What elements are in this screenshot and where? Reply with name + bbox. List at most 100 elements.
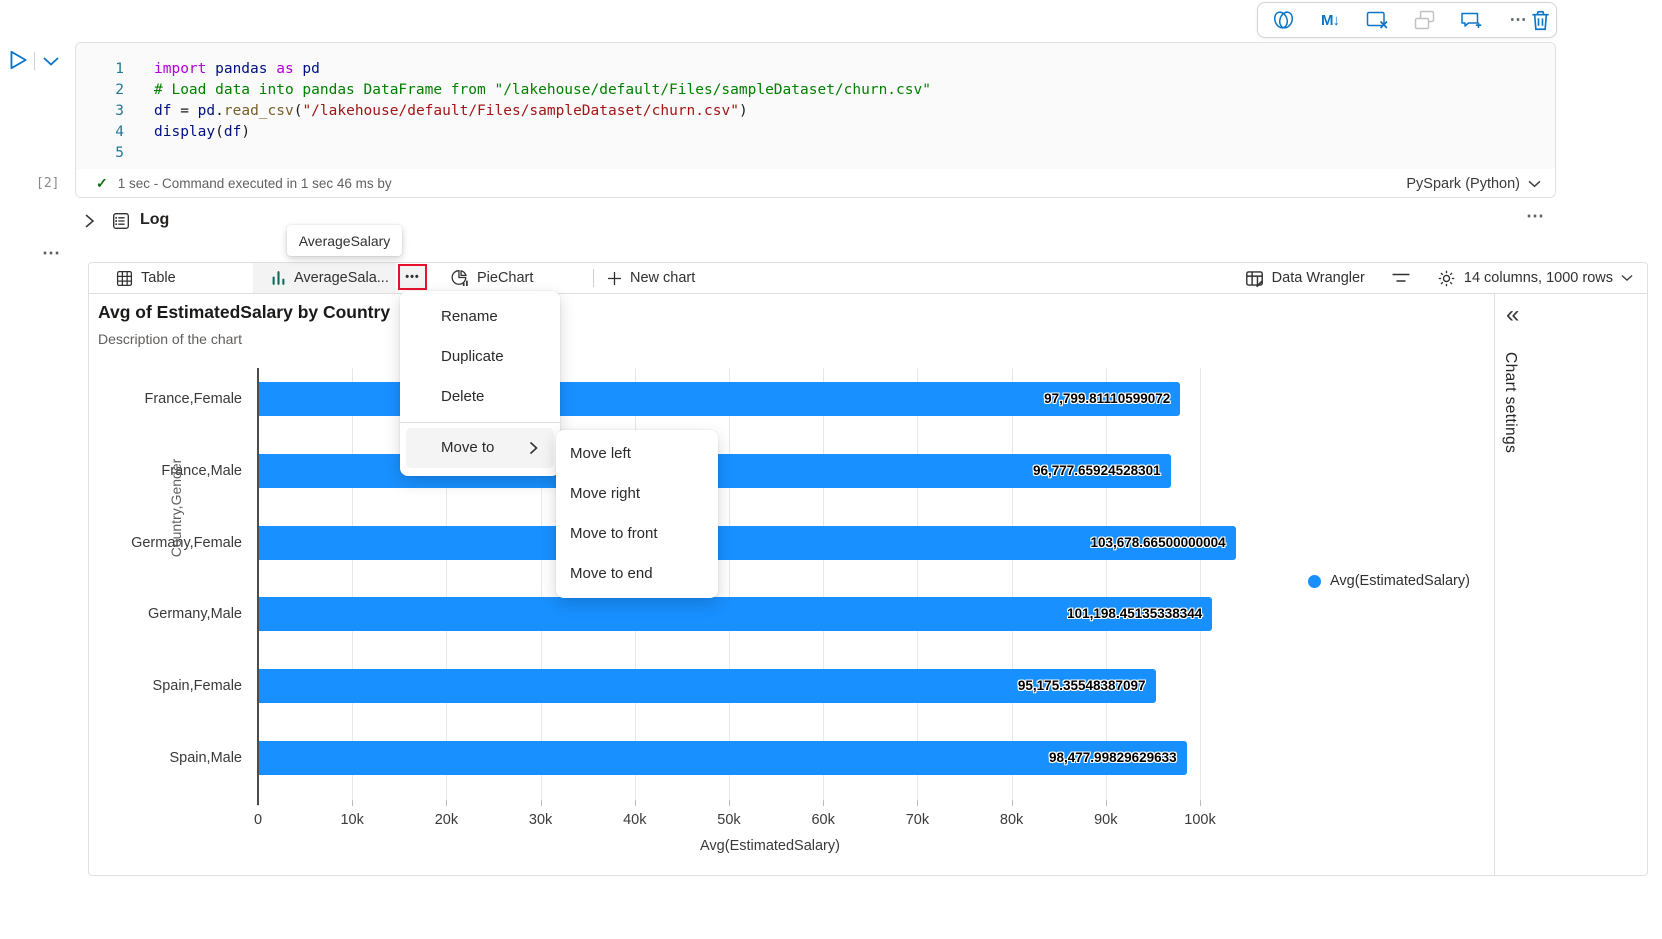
- gear-icon: [1438, 270, 1455, 286]
- gridline: [823, 368, 825, 800]
- chart-legend[interactable]: Avg(EstimatedSalary): [1308, 573, 1470, 589]
- legend-label: Avg(EstimatedSalary): [1330, 573, 1470, 589]
- add-comment-icon[interactable]: [1458, 7, 1484, 33]
- axis-tick: [823, 800, 825, 806]
- gridline: [352, 368, 354, 800]
- log-section-title[interactable]: Log: [140, 211, 170, 228]
- chart-title: Avg of EstimatedSalary by Country: [98, 302, 391, 322]
- axis-tick: [634, 800, 636, 806]
- bar-value-label: 96,777.65924528301: [1033, 463, 1161, 478]
- x-tick-label: 80k: [999, 812, 1024, 828]
- code-cell: 1 import pandas as pd 2 # Load data into pa…: [75, 42, 1556, 198]
- kernel-chevron-down-icon: [1528, 180, 1541, 187]
- filter-button[interactable]: [1391, 272, 1411, 284]
- bar-chart-icon: [272, 271, 285, 285]
- code-line: 5: [76, 143, 1555, 164]
- legend-color-dot: [1308, 574, 1321, 588]
- delete-cell-icon[interactable]: [1531, 7, 1550, 33]
- tab-pie-chart-label: PieChart: [477, 270, 534, 286]
- bar[interactable]: [259, 669, 1156, 703]
- summary-chevron-down-icon: [1621, 275, 1633, 281]
- x-tick-label: 50k: [717, 812, 741, 828]
- axis-tick: [1105, 800, 1107, 806]
- axis-tick: [1011, 800, 1013, 806]
- chart-subtitle: Description of the chart: [98, 331, 242, 347]
- submenu-chevron-right-icon: [529, 441, 538, 455]
- submenu-item-move-right[interactable]: Move right: [570, 485, 641, 502]
- new-chart-button[interactable]: New chart: [607, 263, 695, 293]
- code-line: 3 df = pd.read_csv("/lakehouse/default/Fi…: [76, 101, 1555, 122]
- y-category-label: France,Male: [161, 463, 242, 479]
- settings-rail-divider: [1494, 293, 1495, 875]
- gridline: [917, 368, 919, 800]
- convert-to-markdown-icon[interactable]: M↓: [1321, 11, 1340, 29]
- bar-value-label: 98,477.99829629633: [1049, 750, 1177, 765]
- axis-tick: [540, 800, 542, 806]
- tab-tooltip: AverageSalary: [287, 225, 402, 256]
- x-tick-label: 70k: [905, 812, 930, 828]
- menu-item-delete[interactable]: Delete: [441, 388, 485, 405]
- tab-table[interactable]: Table: [116, 263, 176, 293]
- line-number: 5: [115, 145, 124, 161]
- columns-rows-selector[interactable]: 14 columns, 1000 rows: [1437, 269, 1633, 288]
- more-commands-icon[interactable]: ⋯: [1509, 10, 1527, 29]
- bar[interactable]: [259, 597, 1213, 631]
- axis-tick: [729, 800, 730, 806]
- gridline: [1105, 368, 1107, 800]
- expand-settings-chevrons-icon[interactable]: «: [1506, 301, 1520, 328]
- x-tick-label: 90k: [1094, 812, 1118, 828]
- log-expand-chevron-right-icon[interactable]: [82, 213, 97, 234]
- tab-pie-chart[interactable]: PieChart: [451, 263, 533, 293]
- code-line: 1 import pandas as pd: [76, 59, 1555, 80]
- y-category-label: Germany,Male: [147, 606, 242, 622]
- y-axis-title: Country,Gender: [168, 458, 184, 558]
- chart-settings-label[interactable]: Chart settings: [1502, 352, 1519, 454]
- bar[interactable]: [259, 741, 1187, 775]
- axis-tick: [446, 800, 448, 806]
- cell-status-text: 1 sec - Command executed in 1 sec 46 ms …: [117, 176, 392, 191]
- y-axis-line: [257, 368, 259, 805]
- bar-value-label: 103,678.66500000004: [1090, 535, 1226, 550]
- bar[interactable]: [259, 526, 1236, 560]
- data-wrangler-label: Data Wrangler: [1271, 270, 1365, 286]
- code-line: 2 # Load data into pandas DataFrame from …: [76, 80, 1555, 101]
- filter-icon: [1392, 273, 1410, 282]
- tab-average-salary[interactable]: AverageSala...: [271, 263, 389, 293]
- menu-item-duplicate[interactable]: Duplicate: [441, 348, 504, 365]
- clear-output-icon[interactable]: [1364, 7, 1390, 33]
- cell-toolbar: M↓ ⋯: [1257, 2, 1557, 38]
- tab-average-salary-label: AverageSala...: [294, 270, 389, 286]
- output-more-options-icon[interactable]: ⋯: [42, 243, 62, 263]
- x-axis-title: Avg(EstimatedSalary): [700, 838, 840, 854]
- plus-icon: [608, 271, 621, 285]
- menu-separator: [400, 422, 560, 423]
- y-category-label: Spain,Male: [169, 750, 242, 766]
- copilot-icon[interactable]: [1270, 7, 1296, 33]
- menu-item-rename[interactable]: Rename: [441, 308, 498, 325]
- tab-divider: [593, 269, 594, 287]
- axis-tick: [352, 800, 354, 806]
- x-tick-label: 20k: [434, 812, 459, 828]
- gridline: [1011, 368, 1013, 800]
- x-tick-label: 60k: [811, 812, 835, 828]
- tab-more-options-button[interactable]: •••: [398, 264, 427, 290]
- submenu-item-move-left[interactable]: Move left: [570, 445, 631, 462]
- run-separator: [34, 52, 35, 70]
- run-options-chevron-down-icon[interactable]: [42, 54, 60, 72]
- line-number: 1: [115, 61, 124, 77]
- line-number: 4: [115, 124, 124, 140]
- x-tick-label: 100k: [1184, 812, 1216, 828]
- y-category-label: Germany,Female: [131, 535, 242, 551]
- data-wrangler-button[interactable]: Data Wrangler: [1245, 269, 1365, 288]
- run-cell-button[interactable]: [6, 48, 30, 77]
- axis-tick: [1200, 800, 1201, 806]
- submenu-item-move-to-front[interactable]: Move to front: [570, 525, 658, 542]
- x-tick-label: 0: [253, 812, 263, 828]
- log-more-options-icon[interactable]: ⋯: [1526, 206, 1546, 226]
- menu-item-move-to[interactable]: Move to: [406, 428, 554, 468]
- submenu-item-move-to-end[interactable]: Move to end: [570, 565, 653, 582]
- code-editor[interactable]: 1 import pandas as pd 2 # Load data into pa…: [76, 43, 1555, 169]
- results-tab-bar: Table AverageSala... ••• PieChart New c: [89, 263, 1647, 294]
- kernel-selector[interactable]: PySpark (Python): [1406, 169, 1541, 197]
- axis-tick: [917, 800, 919, 806]
